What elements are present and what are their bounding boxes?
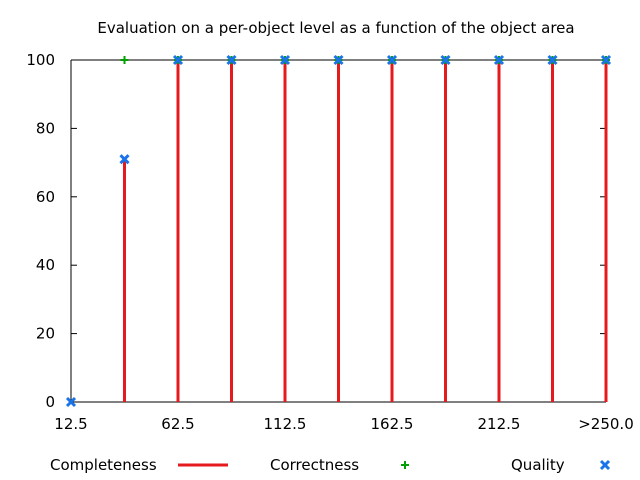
legend-label-quality: Quality [511, 456, 565, 474]
quality-series [65, 54, 612, 408]
completeness-series [123, 60, 608, 402]
quality-point [119, 154, 130, 165]
quality-point [386, 54, 398, 66]
x-tick-label: 162.5 [371, 415, 414, 433]
chart-title: Evaluation on a per-object level as a fu… [97, 19, 574, 37]
legend-swatch-correctness [401, 461, 409, 469]
x-tick-label: 12.5 [54, 415, 87, 433]
quality-point [600, 54, 612, 66]
y-axis: 0 20 40 60 80 100 [26, 51, 606, 411]
quality-point [440, 54, 451, 66]
y-tick-label: 40 [36, 256, 55, 274]
quality-point [65, 396, 77, 408]
quality-point [333, 54, 344, 66]
legend-label-correctness: Correctness [270, 456, 359, 474]
y-tick-label: 20 [36, 325, 55, 343]
x-tick-label: >250.0 [578, 415, 634, 433]
x-tick-label: 62.5 [161, 415, 194, 433]
quality-point [172, 54, 184, 66]
y-tick-label: 60 [36, 188, 55, 206]
legend-label-completeness: Completeness [50, 456, 157, 474]
legend: Completeness Correctness Quality [50, 456, 611, 474]
quality-point [493, 54, 505, 66]
x-tick-label: 112.5 [264, 415, 307, 433]
y-tick-label: 0 [45, 393, 55, 411]
quality-point [279, 54, 291, 66]
quality-point [226, 54, 237, 66]
x-tick-label: 212.5 [478, 415, 521, 433]
quality-point [547, 54, 558, 66]
correctness-point [120, 56, 129, 64]
x-axis: 12.5 62.5 112.5 162.5 212.5 >250.0 [54, 60, 634, 433]
y-tick-label: 80 [36, 119, 55, 137]
y-tick-label: 100 [26, 51, 55, 69]
legend-swatch-quality [599, 459, 611, 471]
